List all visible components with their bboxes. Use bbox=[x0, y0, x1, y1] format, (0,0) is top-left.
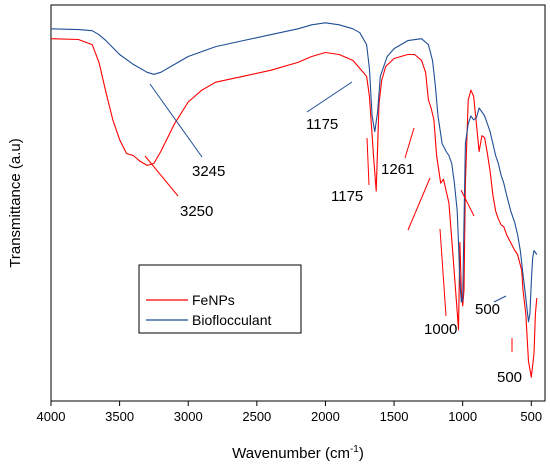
legend: FeNPs Bioflocculant bbox=[138, 264, 302, 334]
x-axis-title: Wavenumber (cm-1) bbox=[232, 444, 364, 462]
annotation-label-3245-0: 3245 bbox=[192, 163, 225, 180]
x-tick-label-1500: 1500 bbox=[380, 409, 409, 424]
x-tick-label-500: 500 bbox=[520, 409, 542, 424]
leader-line-8 bbox=[493, 295, 507, 303]
leader-line-2 bbox=[306, 81, 353, 113]
leader-line-3 bbox=[366, 137, 370, 186]
series-line-fenps bbox=[50, 38, 538, 378]
legend-box bbox=[138, 264, 302, 334]
annotation-label-1175-2: 1175 bbox=[306, 116, 338, 133]
x-tick-label-2500: 2500 bbox=[242, 409, 271, 424]
annotation-label-1175-3: 1175 bbox=[331, 188, 363, 205]
x-tick-label-4000: 4000 bbox=[37, 409, 66, 424]
y-axis-title: Transmittance (a.u) bbox=[7, 138, 24, 268]
x-axis-title-sup: -1 bbox=[350, 444, 359, 455]
leader-line-6 bbox=[439, 228, 447, 317]
leader-line-0 bbox=[149, 83, 203, 158]
annotation-label-1261-4: 1261 bbox=[381, 161, 414, 178]
x-tick-label-3500: 3500 bbox=[105, 409, 134, 424]
legend-label-fenps: FeNPs bbox=[192, 292, 235, 308]
leader-line-5 bbox=[407, 177, 431, 231]
x-tick-label-3000: 3000 bbox=[174, 409, 203, 424]
annotation-label-1000-5: 1000 bbox=[424, 321, 457, 338]
plot-frame bbox=[50, 4, 546, 402]
leader-line-7 bbox=[460, 189, 475, 217]
x-axis-ticks bbox=[50, 401, 532, 406]
series-layer bbox=[50, 22, 538, 378]
annotation-label-500-6: 500 bbox=[475, 301, 500, 318]
annotation-label-500-7: 500 bbox=[497, 369, 522, 386]
legend-label-bioflocculant: Bioflocculant bbox=[192, 312, 271, 328]
annotation-label-3250-1: 3250 bbox=[180, 203, 213, 220]
leader-line-4 bbox=[404, 127, 415, 159]
x-axis-title-end: ) bbox=[359, 445, 364, 462]
x-tick-label-1000: 1000 bbox=[448, 409, 477, 424]
x-axis-title-main: Wavenumber (cm bbox=[232, 445, 350, 462]
annotation-leader-lines bbox=[144, 81, 513, 352]
annotation-labels: 3245 3250 1175 1175 1261 1000 500 500 bbox=[180, 116, 522, 386]
series-line-bioflocculant bbox=[50, 22, 538, 323]
x-tick-label-2000: 2000 bbox=[311, 409, 340, 424]
leader-line-1 bbox=[144, 155, 179, 197]
x-axis-tick-labels: 4000 3500 3000 2500 2000 1500 1000 500 bbox=[37, 409, 543, 424]
